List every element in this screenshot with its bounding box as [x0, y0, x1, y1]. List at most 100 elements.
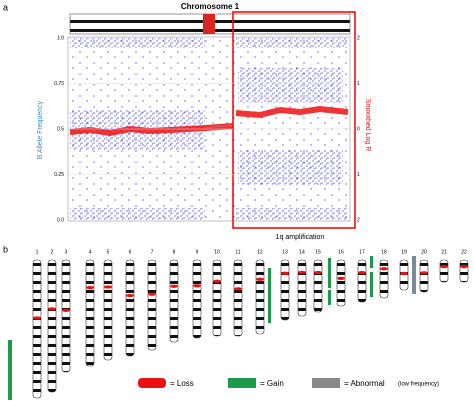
chromosome-label: 10 — [214, 249, 220, 255]
y-axis-label: B Allele Frequency — [37, 100, 44, 159]
gain-bar — [328, 290, 331, 305]
chart-title: Chromosome 1 — [181, 2, 240, 11]
y2-tick-label: 2 — [357, 35, 360, 41]
chromosome — [379, 259, 389, 299]
y-tick-label: 0.75 — [54, 81, 64, 87]
chromosome-label: 9 — [196, 249, 199, 255]
centromere — [126, 293, 134, 298]
y-tick-label: 1.0 — [57, 35, 64, 41]
y2-tick-label: 1 — [357, 172, 360, 178]
centromere — [380, 267, 388, 271]
legend-label: = Gain — [260, 379, 284, 388]
chromosome-label: 20 — [421, 249, 427, 255]
chromosome-label: 18 — [381, 249, 387, 255]
centromere — [358, 271, 366, 275]
legend-swatch — [138, 378, 166, 388]
chromosome — [192, 259, 202, 339]
chromosome-label: 8 — [173, 249, 176, 255]
y-tick-label: 0.25 — [54, 172, 64, 178]
centromere — [48, 307, 56, 311]
chromosome — [47, 259, 57, 393]
chromosome-label: 6 — [129, 249, 132, 255]
gain-bar — [328, 258, 331, 288]
chromosome-label: 5 — [107, 249, 110, 255]
legend-label: = Abnormal — [344, 379, 385, 388]
annotation: 1q amplification — [276, 234, 325, 241]
chromosome-label: 22 — [461, 249, 467, 255]
chromosome — [459, 259, 469, 283]
chromosome-label: 12 — [257, 249, 263, 255]
chromosome-label: 7 — [151, 249, 154, 255]
centromere — [420, 271, 428, 275]
chromosome — [233, 259, 243, 337]
centromere — [148, 292, 156, 296]
centromere — [86, 285, 94, 290]
chromosome — [439, 259, 449, 283]
gain-bar — [370, 272, 373, 297]
gain-bar — [370, 256, 373, 268]
gain-bar — [268, 268, 271, 323]
legend-swatch — [228, 378, 256, 388]
y-tick-label: 0.5 — [57, 126, 64, 132]
legend-label: = Loss — [170, 379, 194, 388]
y2-axis-label: Smoothed Log R — [364, 99, 371, 152]
logr-line — [69, 105, 349, 137]
legend-swatch — [312, 378, 340, 388]
chromosome — [336, 259, 346, 307]
centromere — [193, 284, 201, 288]
chromosome-label: 4 — [89, 249, 92, 255]
gain-bar — [8, 340, 12, 400]
centromere — [234, 287, 242, 291]
chromosome — [125, 259, 135, 357]
centromere — [104, 285, 112, 289]
chromosome — [419, 259, 429, 293]
chromosome — [212, 259, 222, 337]
centromere — [213, 279, 221, 283]
y2-tick-label: 2 — [357, 217, 360, 223]
centromere — [298, 270, 306, 274]
chromosome-label: 15 — [315, 249, 321, 255]
y2-tick-label: 1 — [357, 81, 360, 87]
panel-label: b — [3, 244, 8, 254]
chromosome-label: 3 — [65, 249, 68, 255]
connector — [204, 124, 234, 129]
y2-tick-label: 0 — [357, 126, 360, 132]
abnormal-bar — [412, 256, 416, 294]
centromere — [33, 316, 41, 320]
chromosome-label: 17 — [359, 249, 365, 255]
highlight-box — [232, 11, 356, 229]
centromere — [400, 271, 408, 276]
centromere — [460, 265, 468, 269]
chromosome — [61, 259, 71, 373]
chromosome-label: 2 — [51, 249, 54, 255]
chromosome — [313, 259, 323, 313]
centromere — [281, 271, 289, 275]
centromere — [62, 308, 70, 312]
legend-note: (low frequency) — [398, 382, 439, 388]
centromere — [203, 14, 215, 34]
chromosome — [85, 259, 95, 367]
centromere — [256, 277, 264, 281]
chromosome — [103, 259, 113, 361]
chromosome — [147, 259, 157, 351]
centromere — [170, 284, 178, 288]
chromosome-label: 16 — [338, 249, 344, 255]
y-tick-label: 0.0 — [57, 217, 64, 223]
centromere — [337, 276, 345, 280]
chromosome — [280, 259, 290, 321]
chromosome-label: 21 — [441, 249, 447, 255]
chromosome — [357, 259, 367, 303]
chromosome — [32, 259, 42, 399]
chromosome-label: 13 — [282, 249, 288, 255]
chromosome — [169, 259, 179, 343]
centromere — [440, 265, 448, 269]
chromosome-label: 1 — [36, 249, 39, 255]
chromosome-label: 19 — [401, 249, 407, 255]
chromosome-label: 14 — [299, 249, 305, 255]
centromere — [314, 270, 322, 275]
panel-label: a — [3, 2, 8, 12]
chromosome — [297, 259, 307, 317]
chromosome — [255, 259, 265, 335]
chromosome-label: 11 — [235, 249, 240, 255]
